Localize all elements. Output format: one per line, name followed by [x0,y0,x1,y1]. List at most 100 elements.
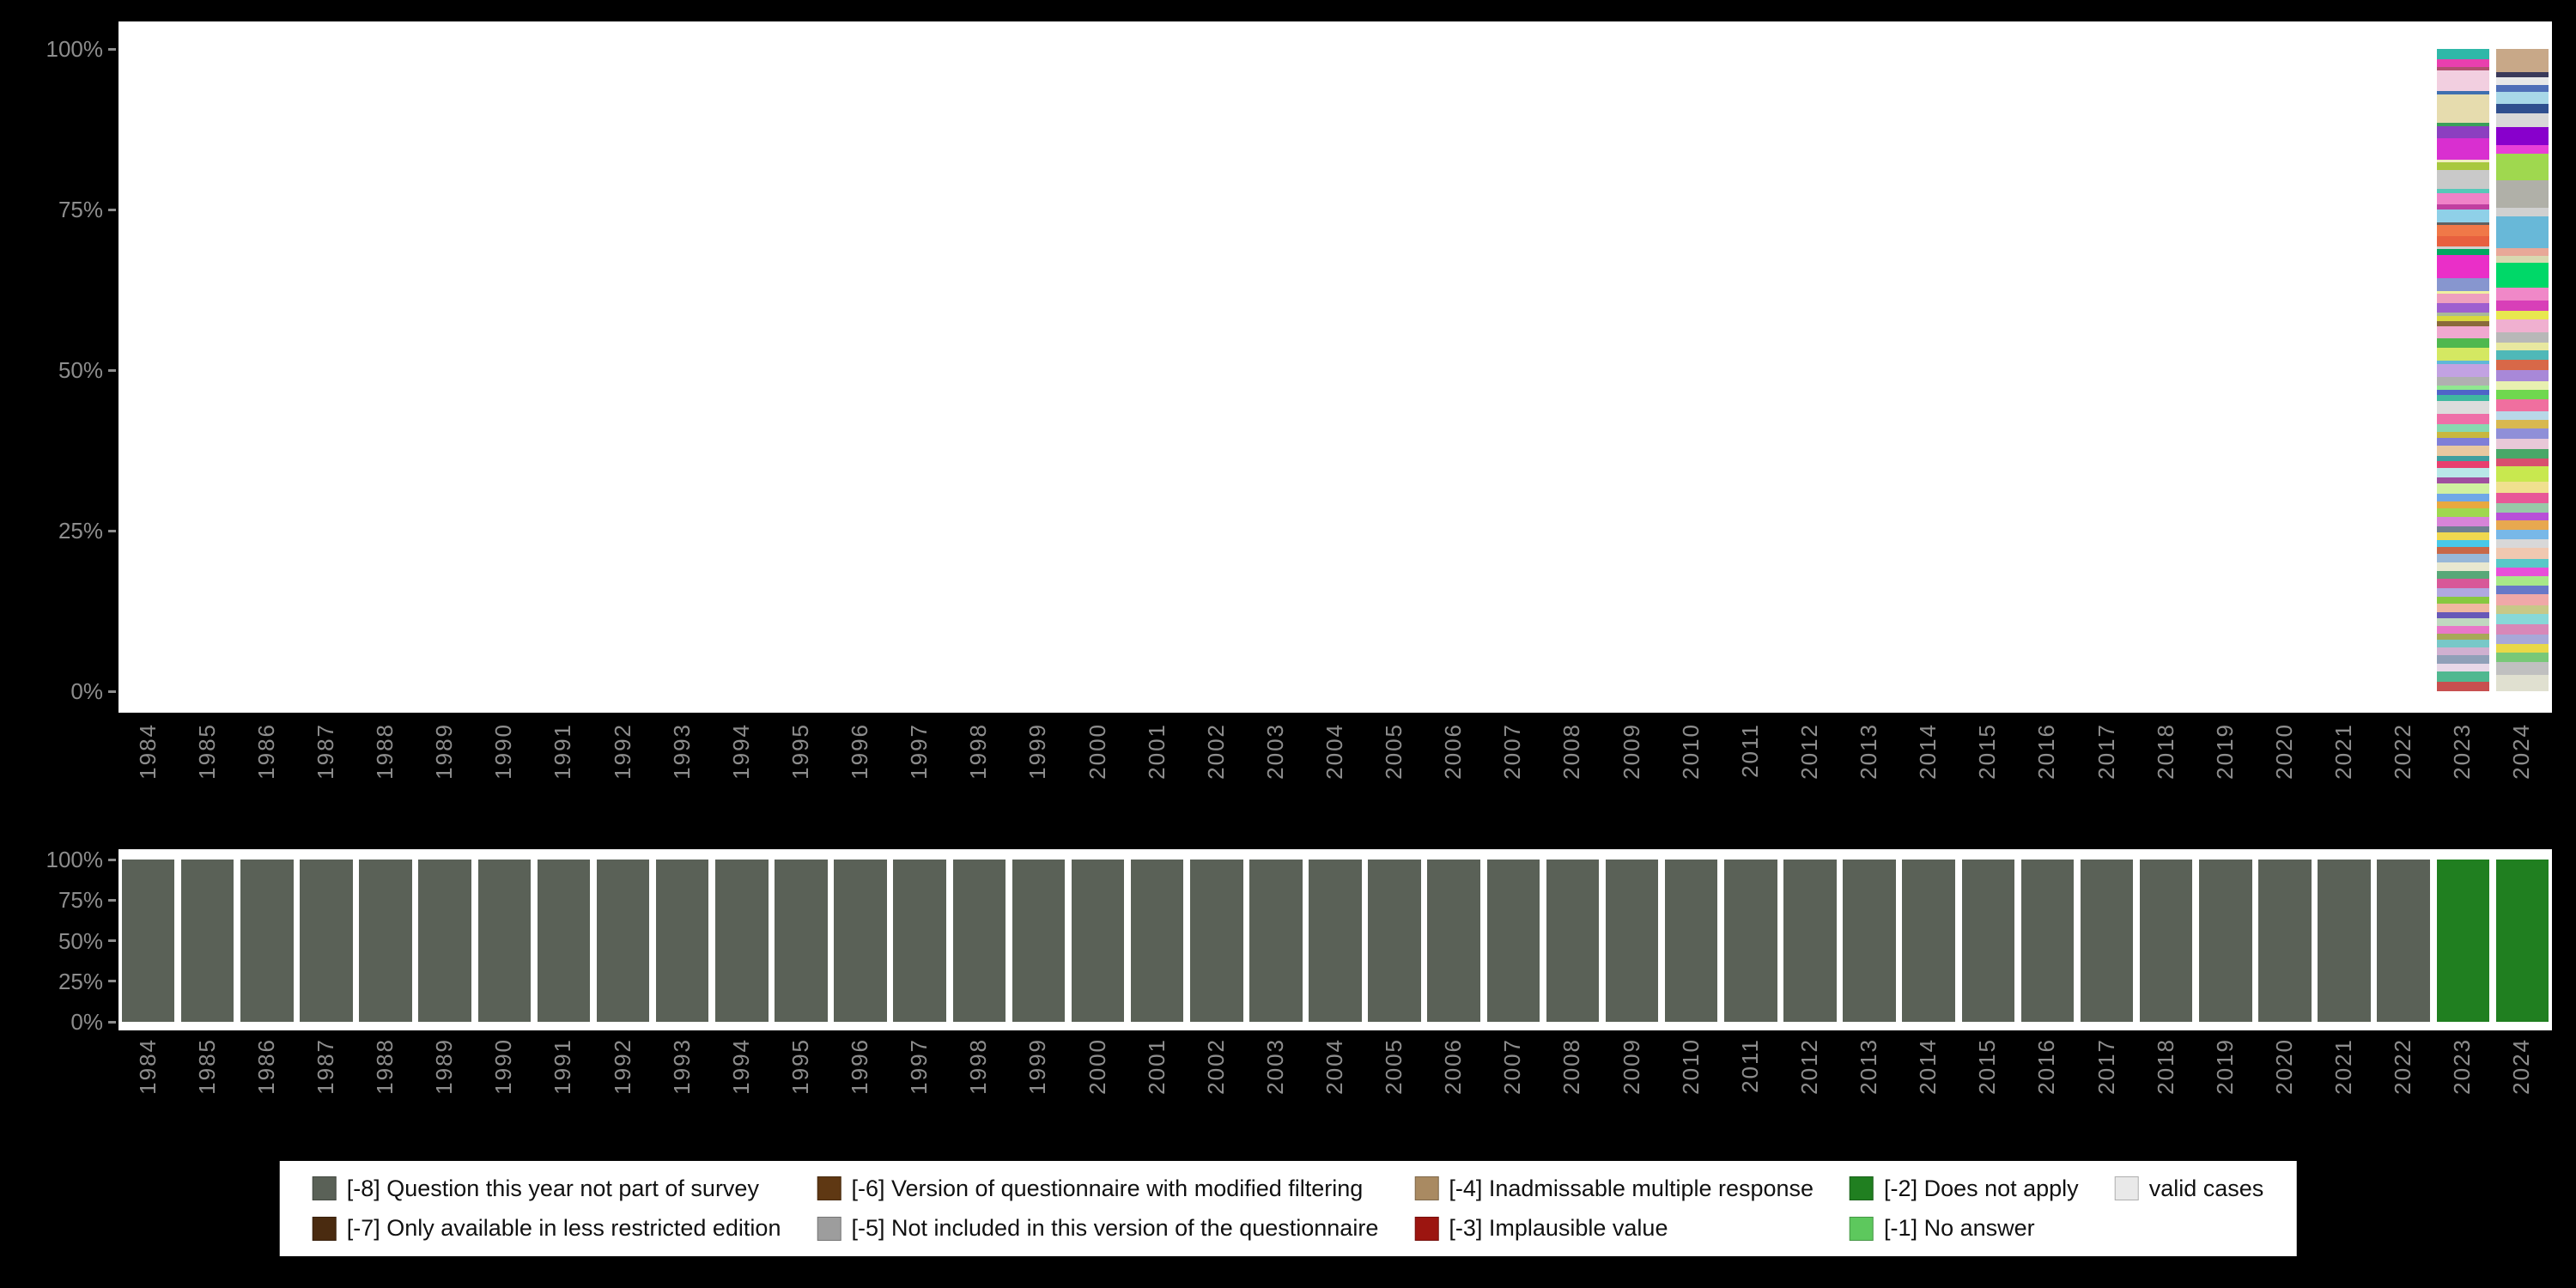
bar-segment [1546,860,1600,1022]
x-axis-year-label: 2004 [1321,1038,1347,1095]
bar-segment [715,860,769,1022]
legend-swatch-m1 [1850,1216,1874,1241]
bar-segment [2139,860,2193,1022]
x-axis-year-label: 2007 [1499,723,1526,780]
x-axis-year-label: 2021 [2330,1038,2357,1095]
bar-segment [2436,413,2490,424]
bar-2016 [2020,860,2075,1022]
bar-segment [2436,293,2490,304]
bar-segment [2436,671,2490,682]
x-axis-year-label: 1991 [550,1038,576,1095]
bar-segment [2436,596,2490,604]
bar-segment [2436,290,2490,294]
bar-segment [2436,507,2490,517]
bar-2020 [2258,860,2312,1022]
x-axis-year-label: 2016 [2033,723,2060,780]
bar-segment [1902,860,1955,1022]
x-axis-year-label: 2010 [1677,1038,1704,1095]
bar-segment [2436,618,2490,627]
x-axis-year-label: 1998 [965,1038,992,1095]
y-axis-tick-label: 75% [58,887,103,914]
bar-segment [2495,420,2549,429]
x-axis-year-label: 2022 [2390,1038,2416,1095]
bar-segment [2436,303,2490,313]
bar-segment [2436,91,2490,94]
bar-segment [2436,376,2490,386]
bar-segment [2436,501,2490,508]
x-axis-year-label: 1989 [431,1038,458,1095]
bar-segment [537,860,591,1022]
legend-item-label: [-4] Inadmissable multiple response [1449,1176,1814,1201]
x-axis-year-label: 1991 [550,723,576,780]
bar-segment [2495,674,2549,691]
bar-segment [2495,85,2549,93]
bar-segment [2495,502,2549,513]
bar-segment [2436,246,2490,250]
bar-2004 [1309,860,1362,1022]
x-axis-year-label: 2012 [1795,1038,1822,1095]
bar-segment [2436,423,2490,432]
x-axis-year-label: 2014 [1915,1038,1941,1095]
bar-segment [2436,460,2490,469]
x-axis-year-label: 2004 [1321,723,1347,780]
bar-segment [1189,860,1243,1022]
x-axis-year-label: 2012 [1795,723,1822,780]
x-axis-year-label: 1995 [787,1038,813,1095]
bar-1993 [655,860,709,1022]
x-axis-year-label: 2020 [2270,1038,2297,1095]
bar-segment [2436,860,2490,1022]
bar-segment [2436,162,2490,170]
bar-segment [2495,635,2549,644]
bar-segment [2377,860,2430,1022]
bar-segment [2436,455,2490,461]
y-axis-tick [108,980,116,983]
bar-1990 [477,860,532,1022]
legend-column: valid cases [2114,1175,2264,1202]
y-axis-tick [108,690,116,693]
bar-segment [2436,49,2490,60]
x-axis-year-label: 2018 [2152,723,2178,780]
bar-segment [2436,401,2490,414]
legend-item-m8: [-8] Question this year not part of surv… [312,1175,781,1202]
bar-segment [2436,626,2490,634]
bar-segment [2495,76,2549,86]
x-axis-year-label: 1997 [906,723,933,780]
bar-segment [596,860,650,1022]
bar-2018 [2139,860,2193,1022]
x-axis-year-label: 1994 [727,1038,754,1095]
bar-segment [2436,337,2490,348]
bar-segment [2436,604,2490,612]
bar-segment [2436,67,2490,70]
bar-2008 [1546,860,1600,1022]
bar-segment [477,860,532,1022]
x-axis-year-label: 2005 [1381,1038,1407,1095]
bar-segment [2495,493,2549,503]
y-axis-tick [108,858,116,861]
y-axis-tick [108,898,116,902]
x-axis-year-label: 1992 [609,723,635,780]
legend-item-label: valid cases [2148,1176,2264,1201]
legend-column: [-6] Version of questionnaire with modif… [817,1175,1378,1242]
bar-segment [2495,208,2549,216]
x-axis-year-label: 1995 [787,723,813,780]
bar-2024 [2495,860,2549,1022]
bar-segment [1843,860,1896,1022]
x-axis-year-label: 2023 [2449,723,2476,780]
bar-segment [775,860,828,1022]
bar-segment [2495,103,2549,114]
x-axis-year-label: 2019 [2211,1038,2238,1095]
bar-segment [2258,860,2312,1022]
legend-swatch-m8 [312,1176,337,1201]
bar-segment [2436,526,2490,532]
x-axis-year-label: 1997 [906,1038,933,1095]
x-axis-year-label: 2019 [2211,723,2238,780]
bar-segment [2436,361,2490,365]
x-axis-year-label: 1999 [1024,1038,1051,1095]
bar-segment [2080,860,2134,1022]
top-chart-plot-area [118,21,2552,713]
bar-segment [2495,512,2549,521]
bar-segment [2436,654,2490,665]
bar-segment [1961,860,2015,1022]
bar-2009 [1605,860,1659,1022]
bar-segment [2495,342,2549,351]
